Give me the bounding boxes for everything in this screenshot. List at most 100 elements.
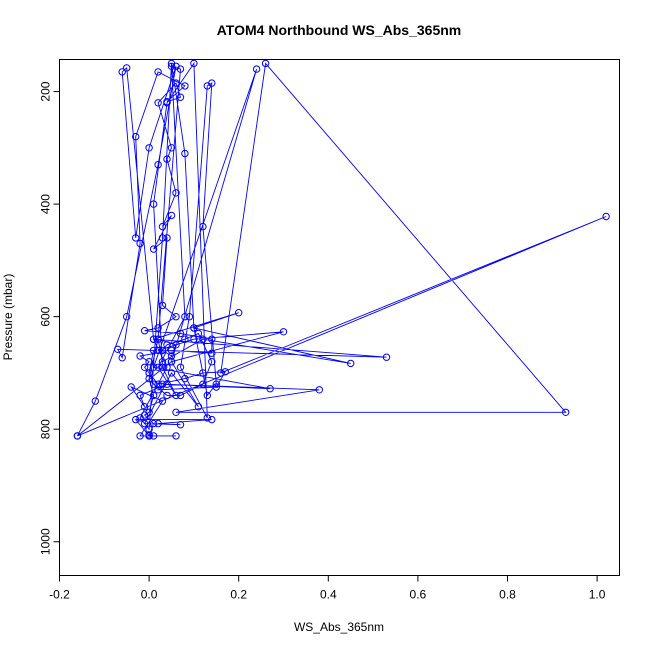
data-point	[154, 68, 162, 76]
data-point	[194, 403, 203, 411]
data-point	[149, 419, 158, 428]
data-point	[163, 391, 171, 400]
data-point	[315, 386, 323, 394]
data-point	[149, 391, 158, 400]
data-point	[149, 200, 158, 208]
data-point	[208, 335, 216, 343]
data-point	[158, 358, 167, 366]
data-point	[217, 369, 225, 377]
data-point	[235, 309, 243, 317]
data-point	[123, 64, 131, 72]
data-point	[172, 79, 180, 87]
data-point	[158, 397, 167, 405]
x-tick-label: 1.0	[589, 588, 606, 602]
data-point	[154, 335, 162, 343]
data-point	[172, 391, 180, 400]
data-point	[181, 335, 189, 343]
data-point	[181, 149, 189, 158]
data-point	[158, 234, 167, 242]
y-tick-label: 1000	[39, 528, 53, 555]
data-point	[123, 313, 131, 321]
data-point	[208, 358, 216, 366]
data-point	[266, 385, 274, 393]
y-tick-label: 400	[39, 194, 53, 214]
data-point	[194, 329, 203, 338]
data-point	[154, 380, 162, 388]
x-axis: -0.2 0.0 0.2 0.4 0.6 0.8 1.0	[49, 575, 606, 602]
data-point	[140, 411, 149, 419]
data-point	[208, 415, 216, 424]
data-point	[199, 222, 207, 231]
data-point	[261, 59, 270, 68]
data-point	[132, 132, 140, 141]
data-point	[163, 380, 171, 388]
data-point	[114, 345, 122, 353]
data-point	[221, 368, 230, 376]
x-tick-label: 0.2	[230, 588, 247, 602]
data-point	[145, 144, 153, 152]
data-point	[136, 352, 144, 360]
data-point	[154, 99, 162, 107]
data-point	[176, 421, 185, 429]
data-point	[154, 363, 162, 371]
data-point	[190, 324, 198, 332]
data-point	[149, 335, 158, 343]
data-point	[167, 369, 176, 377]
data-point	[136, 239, 144, 248]
data-point	[172, 341, 180, 349]
data-point	[176, 65, 185, 73]
data-point	[145, 358, 153, 366]
data-point	[149, 346, 158, 355]
data-point	[176, 93, 185, 101]
data-point	[167, 352, 176, 360]
x-tick-label: 0.6	[410, 588, 427, 602]
data-point	[172, 432, 180, 440]
data-point	[347, 359, 355, 368]
data-point	[203, 391, 212, 400]
data-point	[181, 313, 189, 321]
series-line	[76, 62, 607, 438]
data-point	[132, 415, 140, 424]
data-point	[149, 363, 158, 371]
data-point	[145, 374, 153, 383]
data-point	[176, 329, 185, 338]
data-point	[167, 144, 176, 152]
data-point	[154, 161, 162, 169]
x-tick-label: 0.8	[499, 588, 516, 602]
y-axis-label: Pressure (mbar)	[1, 274, 15, 361]
data-point	[154, 419, 162, 428]
chart-title: ATOM4 Northbound WS_Abs_365nm	[217, 22, 462, 38]
data-point	[199, 380, 207, 388]
data-point	[167, 346, 176, 355]
data-point	[154, 324, 162, 332]
data-point	[167, 211, 176, 220]
data-point	[185, 313, 194, 321]
data-point	[163, 155, 171, 163]
data-point	[562, 408, 570, 416]
y-tick-label: 800	[39, 419, 53, 439]
data-point	[91, 397, 100, 405]
data-point	[140, 363, 149, 371]
data-point	[252, 65, 261, 73]
data-point	[167, 62, 176, 71]
data-point	[118, 68, 126, 76]
data-point	[199, 335, 207, 343]
data-point	[172, 189, 180, 197]
y-tick-label: 200	[39, 81, 53, 101]
x-tick-label: -0.2	[49, 588, 70, 602]
data-point	[140, 327, 149, 335]
plot-frame	[59, 59, 620, 576]
data-point	[158, 346, 167, 355]
data-point	[149, 245, 158, 253]
data-point	[145, 432, 153, 440]
data-point	[154, 386, 162, 394]
data-point	[149, 432, 158, 440]
data-point	[158, 380, 167, 388]
data-point	[203, 414, 212, 422]
data-point	[203, 82, 212, 90]
data-point	[212, 383, 221, 391]
data-point	[163, 363, 171, 371]
data-point	[167, 59, 176, 68]
data-point	[181, 374, 189, 383]
